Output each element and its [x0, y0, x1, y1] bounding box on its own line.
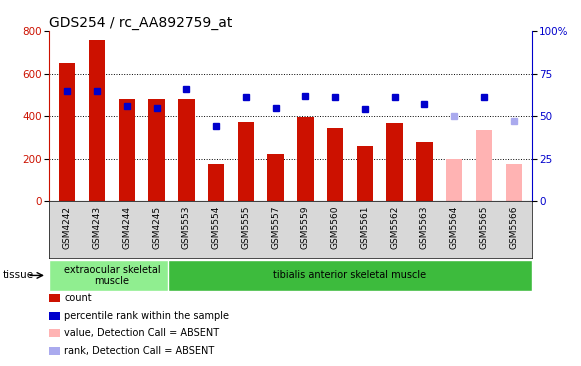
- Bar: [49, 260, 174, 291]
- Text: GSM4245: GSM4245: [152, 206, 161, 249]
- Text: GSM5559: GSM5559: [301, 206, 310, 249]
- Bar: [238, 122, 254, 201]
- Text: GSM5564: GSM5564: [450, 206, 459, 249]
- Bar: [357, 146, 373, 201]
- Text: rank, Detection Call = ABSENT: rank, Detection Call = ABSENT: [64, 346, 215, 356]
- Bar: [476, 130, 492, 201]
- Bar: [267, 154, 284, 201]
- Text: GSM5561: GSM5561: [360, 206, 370, 249]
- Text: tissue: tissue: [3, 270, 34, 280]
- Text: GDS254 / rc_AA892759_at: GDS254 / rc_AA892759_at: [49, 16, 233, 30]
- Bar: [505, 164, 522, 201]
- Text: GSM5557: GSM5557: [271, 206, 280, 249]
- Bar: [89, 40, 105, 201]
- Text: GSM5562: GSM5562: [390, 206, 399, 249]
- Bar: [327, 128, 343, 201]
- Text: extraocular skeletal
muscle: extraocular skeletal muscle: [63, 265, 160, 286]
- Text: GSM5565: GSM5565: [479, 206, 489, 249]
- Text: GSM5566: GSM5566: [510, 206, 518, 249]
- Bar: [168, 260, 532, 291]
- Bar: [178, 99, 195, 201]
- Text: GSM5555: GSM5555: [241, 206, 250, 249]
- Bar: [297, 117, 314, 201]
- Bar: [446, 159, 462, 201]
- Text: count: count: [64, 293, 92, 303]
- Bar: [386, 123, 403, 201]
- Bar: [148, 99, 165, 201]
- Text: GSM5563: GSM5563: [420, 206, 429, 249]
- Text: value, Detection Call = ABSENT: value, Detection Call = ABSENT: [64, 328, 220, 339]
- Text: tibialis anterior skeletal muscle: tibialis anterior skeletal muscle: [274, 270, 426, 280]
- Text: GSM5553: GSM5553: [182, 206, 191, 249]
- Text: GSM4243: GSM4243: [92, 206, 102, 249]
- Text: GSM4242: GSM4242: [63, 206, 71, 249]
- Bar: [416, 142, 433, 201]
- Bar: [208, 164, 224, 201]
- Text: GSM5554: GSM5554: [211, 206, 221, 249]
- Text: GSM4244: GSM4244: [122, 206, 131, 249]
- Text: percentile rank within the sample: percentile rank within the sample: [64, 311, 229, 321]
- Text: GSM5560: GSM5560: [331, 206, 340, 249]
- Bar: [59, 63, 76, 201]
- Bar: [119, 99, 135, 201]
